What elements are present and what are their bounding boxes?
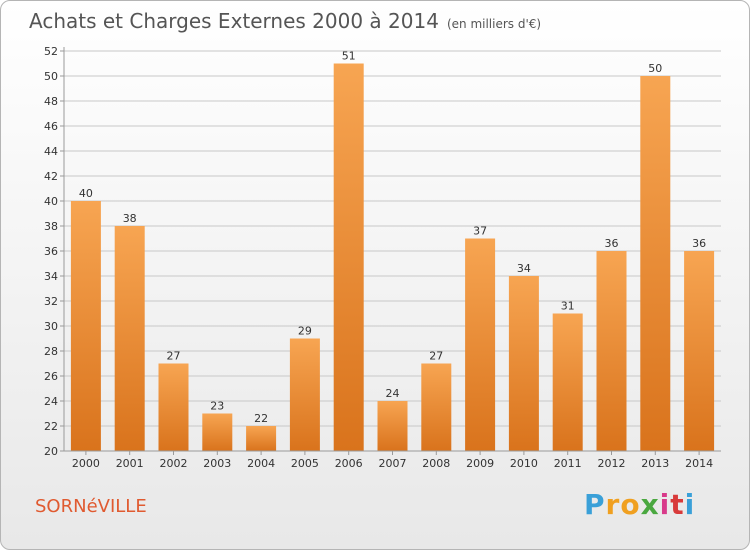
x-tick-label: 2008 [422, 457, 450, 470]
bar [684, 251, 715, 451]
y-tick-label: 28 [44, 345, 58, 358]
bar-value-label: 37 [473, 225, 487, 238]
bar-value-label: 27 [429, 350, 443, 363]
y-axis-ticks: 20 22 24 26 28 30 32 34 36 38 40 42 44 46 48 50 52 [44, 45, 64, 458]
y-tick-label: 26 [44, 370, 58, 383]
bar [114, 226, 145, 451]
bar-value-label: 24 [386, 387, 400, 400]
x-tick-label: 2010 [510, 457, 538, 470]
y-tick-label: 24 [44, 395, 58, 408]
logo-letter: t [670, 488, 685, 521]
chart-title: Achats et Charges Externes 2000 à 2014 (e… [29, 9, 541, 33]
bar [202, 413, 233, 451]
bar [70, 201, 101, 451]
bar [640, 76, 671, 451]
x-tick-label: 2004 [247, 457, 275, 470]
x-tick-label: 2002 [160, 457, 188, 470]
x-tick-label: 2000 [72, 457, 100, 470]
x-axis-ticks: 2000 2001 2002 2003 2004 2005 2006 2007 2008 2009… [72, 451, 713, 470]
x-tick-label: 2005 [291, 457, 319, 470]
y-tick-label: 44 [44, 145, 58, 158]
logo-letter: o [620, 488, 641, 521]
x-tick-label: 2006 [335, 457, 363, 470]
x-tick-label: 2011 [554, 457, 582, 470]
x-tick-label: 2001 [116, 457, 144, 470]
x-tick-label: 2003 [203, 457, 231, 470]
bar [289, 338, 320, 451]
bar [508, 276, 539, 451]
logo-letter: x [640, 488, 660, 521]
axes [63, 47, 721, 452]
y-tick-label: 48 [44, 95, 58, 108]
y-tick-label: 34 [44, 270, 58, 283]
x-tick-label: 2012 [598, 457, 626, 470]
value-labels: 40 38 27 23 22 29 51 24 27 37 34 31 36 50 36 [79, 50, 706, 426]
bar-value-label: 50 [648, 62, 662, 75]
bar [552, 313, 583, 451]
x-tick-label: 2014 [685, 457, 713, 470]
logo-letter: P [584, 488, 606, 521]
bar-value-label: 40 [79, 187, 93, 200]
bar [377, 401, 408, 451]
y-tick-label: 22 [44, 420, 58, 433]
title-unit: (en milliers d'€) [446, 17, 542, 31]
y-tick-label: 20 [44, 445, 58, 458]
bar-value-label: 27 [167, 350, 181, 363]
logo-letter: i [659, 488, 671, 521]
y-tick-label: 40 [44, 195, 58, 208]
bar-value-label: 36 [605, 237, 619, 250]
y-tick-label: 30 [44, 320, 58, 333]
x-tick-label: 2013 [641, 457, 669, 470]
logo-letter: i [684, 488, 696, 521]
bar [158, 363, 189, 451]
logo-letter: r [605, 488, 621, 521]
y-tick-label: 42 [44, 170, 58, 183]
bar [421, 363, 452, 451]
bar-value-label: 38 [123, 212, 137, 225]
bars [70, 63, 715, 451]
bar-value-label: 36 [692, 237, 706, 250]
proxiti-logo[interactable]: Proxiti [584, 488, 695, 521]
y-tick-label: 52 [44, 45, 58, 58]
title-text: Achats et Charges Externes 2000 à 2014 [29, 9, 439, 33]
bar-value-label: 31 [561, 300, 575, 313]
bar [465, 238, 496, 451]
bar-value-label: 29 [298, 325, 312, 338]
y-tick-label: 36 [44, 245, 58, 258]
x-tick-label: 2009 [466, 457, 494, 470]
bar-value-label: 23 [210, 400, 224, 413]
bar-value-label: 22 [254, 412, 268, 425]
y-tick-label: 38 [44, 220, 58, 233]
y-tick-label: 46 [44, 120, 58, 133]
bar-value-label: 34 [517, 262, 531, 275]
bar [333, 63, 364, 451]
x-tick-label: 2007 [379, 457, 407, 470]
bar-value-label: 51 [342, 50, 356, 63]
bar [246, 426, 277, 451]
y-tick-label: 50 [44, 70, 58, 83]
commune-name: SORNéVILLE [35, 496, 147, 517]
bar [596, 251, 627, 451]
y-tick-label: 32 [44, 295, 58, 308]
